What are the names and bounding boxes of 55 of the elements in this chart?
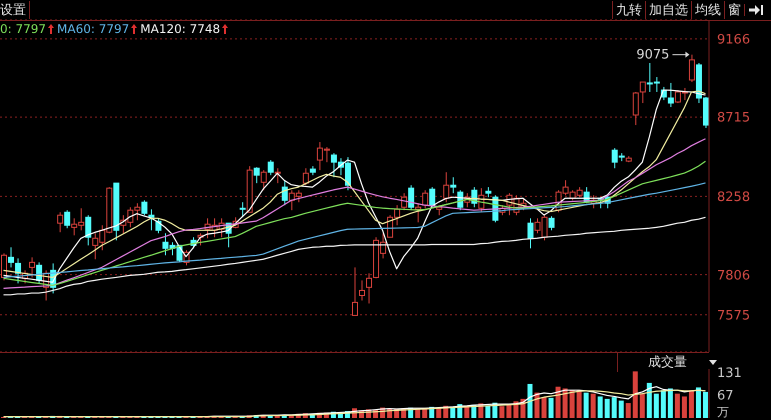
bar	[674, 394, 680, 418]
bar	[598, 396, 603, 418]
text: 加自选	[645, 1, 691, 19]
y-tick-label: 131	[717, 366, 742, 382]
text: MA120: 7748	[140, 22, 222, 36]
text: 均线	[691, 1, 724, 19]
text: 设置	[0, 1, 30, 19]
bar	[668, 388, 673, 418]
candlestick	[8, 246, 14, 268]
bar	[584, 392, 589, 418]
y-tick-label: 7806	[717, 268, 750, 284]
line-series	[2, 160, 706, 286]
y-tick-label: 9166	[717, 32, 750, 48]
bar	[632, 371, 638, 418]
bar	[612, 397, 617, 418]
bar	[548, 398, 554, 418]
candlestick	[29, 256, 36, 278]
bar	[485, 405, 490, 418]
text: MA60: 7797	[57, 22, 130, 36]
bar	[562, 388, 568, 418]
line-series	[2, 138, 706, 289]
bar	[576, 390, 582, 418]
bar	[688, 390, 694, 418]
text: 九转	[612, 1, 645, 19]
bar	[570, 390, 575, 418]
candlestick	[359, 280, 366, 302]
bar	[682, 396, 687, 418]
bar	[626, 403, 631, 418]
bar	[646, 382, 652, 418]
y-tick-label: 8715	[717, 110, 750, 126]
y-tick-label: 8258	[717, 190, 750, 205]
bar	[660, 390, 666, 418]
bar	[542, 397, 547, 418]
bar	[604, 398, 610, 418]
bar	[527, 384, 532, 418]
annotation: 9075	[636, 48, 670, 63]
chart-title: 成交量	[648, 354, 687, 371]
text: 窗	[724, 1, 744, 19]
bar	[590, 394, 596, 418]
bar	[640, 394, 645, 418]
candlestick	[15, 258, 22, 284]
y-axis-title: 万	[717, 404, 729, 420]
candlestick	[85, 214, 92, 246]
candlestick	[450, 176, 456, 194]
candlestick	[366, 272, 372, 304]
bar	[696, 387, 701, 418]
bar	[618, 400, 624, 418]
bar	[702, 392, 708, 418]
text: 0: 7797	[0, 22, 48, 36]
y-tick-label: 7575	[717, 308, 750, 324]
y-tick-label: 67	[717, 388, 734, 404]
bar	[654, 394, 659, 418]
bar	[506, 404, 512, 418]
bar	[499, 406, 504, 418]
bar	[556, 386, 561, 418]
